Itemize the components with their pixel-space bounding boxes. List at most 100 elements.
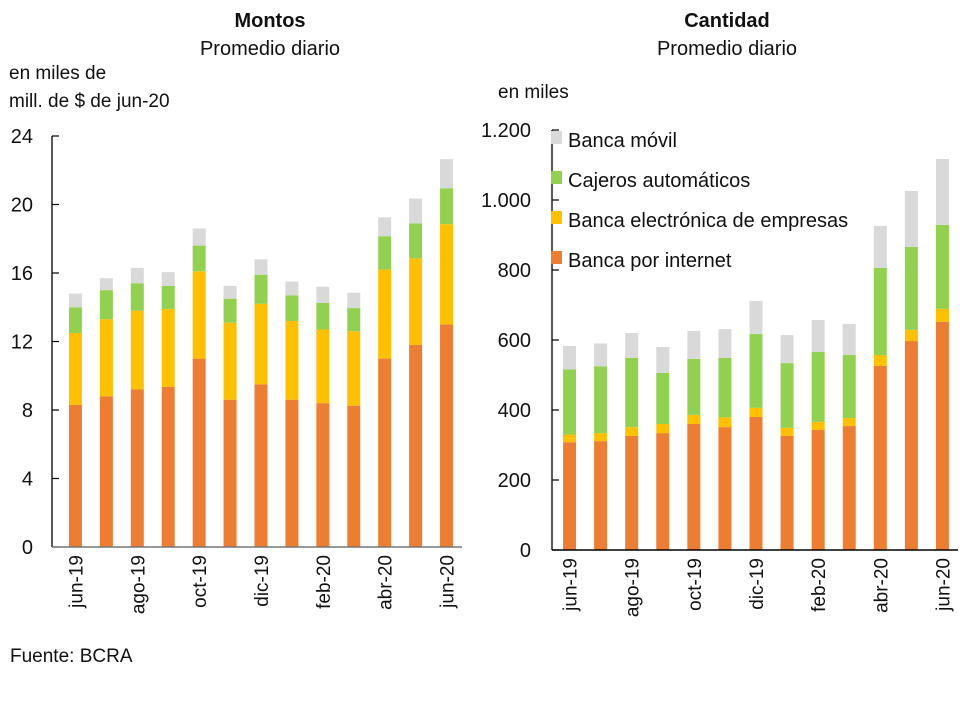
legend-label: Cajeros automáticos xyxy=(568,170,750,192)
left-bar-segment xyxy=(285,399,299,547)
left-bar-segment xyxy=(440,159,454,189)
right-bar-segment xyxy=(904,329,918,342)
left-bar-segment xyxy=(192,358,206,547)
left-bar-segment xyxy=(130,310,144,390)
right-bar-segment xyxy=(780,335,794,364)
legend-swatch xyxy=(551,171,562,184)
left-y-tick-label: 12 xyxy=(11,332,33,354)
right-bar-segment xyxy=(842,323,856,356)
left-bar-segment xyxy=(254,384,268,547)
right-bar-segment xyxy=(563,434,577,443)
left-bar-segment xyxy=(285,295,299,321)
right-bar-segment xyxy=(811,421,825,430)
left-bar-segment xyxy=(130,283,144,311)
left-bar-segment xyxy=(316,286,330,303)
right-bar-segment xyxy=(749,407,763,417)
right-x-tick-label: jun-19 xyxy=(561,558,582,612)
right-bar-segment xyxy=(873,355,887,366)
right-y-tick-label: 600 xyxy=(498,330,531,352)
right-bar-segment xyxy=(842,426,856,550)
left-y-tick-label: 4 xyxy=(22,469,33,491)
right-bar-segment xyxy=(594,366,608,434)
left-bar-segment xyxy=(285,320,299,400)
right-y-tick-label: 1.000 xyxy=(481,190,531,212)
right-bar-segment xyxy=(625,435,639,550)
left-bar-segment xyxy=(130,389,144,547)
right-bar-segment xyxy=(811,429,825,550)
legend-label: Banca electrónica de empresas xyxy=(568,210,848,232)
right-bar-segment xyxy=(656,347,670,373)
right-bar-segment xyxy=(873,225,887,268)
right-bar-segment xyxy=(656,433,670,550)
left-bar-segment xyxy=(378,236,392,270)
right-bar-segment xyxy=(780,427,794,436)
right-bar-segment xyxy=(935,321,949,550)
right-bar-segment xyxy=(718,417,732,428)
left-bar-segment xyxy=(223,298,237,323)
left-bar-segment xyxy=(68,404,82,547)
right-bar-segment xyxy=(935,159,949,225)
left-bar-segment xyxy=(347,308,361,332)
left-bar-segment xyxy=(68,293,82,308)
right-bar-segment xyxy=(718,329,732,358)
right-bar-segment xyxy=(749,334,763,408)
right-bar-segment xyxy=(656,372,670,424)
right-bar-segment xyxy=(718,427,732,550)
left-bar-segment xyxy=(409,258,423,345)
left-bar-segment xyxy=(68,307,82,333)
left-x-tick-label: abr-20 xyxy=(376,555,397,610)
legend-swatch xyxy=(551,211,562,224)
left-bar-segment xyxy=(378,217,392,237)
left-bar-segment xyxy=(254,303,268,385)
left-bar-segment xyxy=(68,332,82,405)
right-bar-segment xyxy=(687,414,701,424)
left-bar-segment xyxy=(192,245,206,272)
left-x-tick-label: ago-19 xyxy=(128,555,149,614)
left-bar-segment xyxy=(316,403,330,547)
legend-label: Banca móvil xyxy=(568,130,677,152)
left-bar-segment xyxy=(161,308,175,387)
left-x-tick-label: oct-19 xyxy=(190,555,211,608)
left-chart-subtitle: Promedio diario xyxy=(199,38,341,60)
legend-swatch xyxy=(551,131,562,144)
right-bar-segment xyxy=(904,246,918,330)
right-bar-segment xyxy=(594,433,608,442)
right-bar-segment xyxy=(873,267,887,356)
left-bar-segment xyxy=(161,285,175,309)
right-bar-segment xyxy=(935,224,949,309)
right-y-tick-label: 400 xyxy=(498,400,531,422)
right-bar-segment xyxy=(687,424,701,550)
right-bar-segment xyxy=(563,345,577,370)
left-bar-segment xyxy=(378,358,392,547)
right-bar-segment xyxy=(811,351,825,422)
left-bar-segment xyxy=(347,331,361,406)
right-bar-segment xyxy=(842,355,856,419)
left-bar-segment xyxy=(254,274,268,304)
right-bar-segment xyxy=(780,435,794,550)
left-bar-segment xyxy=(440,188,454,225)
left-bar-segment xyxy=(409,198,423,224)
right-bar-segment xyxy=(687,358,701,415)
left-bar-segment xyxy=(316,302,330,330)
right-bar-segment xyxy=(625,357,639,428)
right-y-tick-label: 1.200 xyxy=(481,120,531,142)
right-bar-segment xyxy=(563,369,577,435)
left-bar-segment xyxy=(99,278,113,291)
right-bar-segment xyxy=(842,418,856,427)
right-bar-segment xyxy=(656,424,670,434)
left-y-unit-line1: en miles de xyxy=(9,63,107,84)
right-bar-segment xyxy=(780,363,794,428)
right-bar-segment xyxy=(687,330,701,359)
left-y-tick-label: 8 xyxy=(22,400,33,422)
left-y-tick-label: 20 xyxy=(11,195,33,217)
left-bar-segment xyxy=(440,324,454,547)
left-bar-segment xyxy=(378,269,392,359)
left-chart-title: Montos xyxy=(234,10,306,32)
right-bar-segment xyxy=(873,365,887,550)
left-y-tick-label: 24 xyxy=(11,126,33,148)
left-x-tick-label: jun-20 xyxy=(438,555,459,609)
left-y-tick-label: 16 xyxy=(11,263,33,285)
left-bar-segment xyxy=(223,322,237,400)
left-x-tick-label: dic-19 xyxy=(252,555,273,607)
